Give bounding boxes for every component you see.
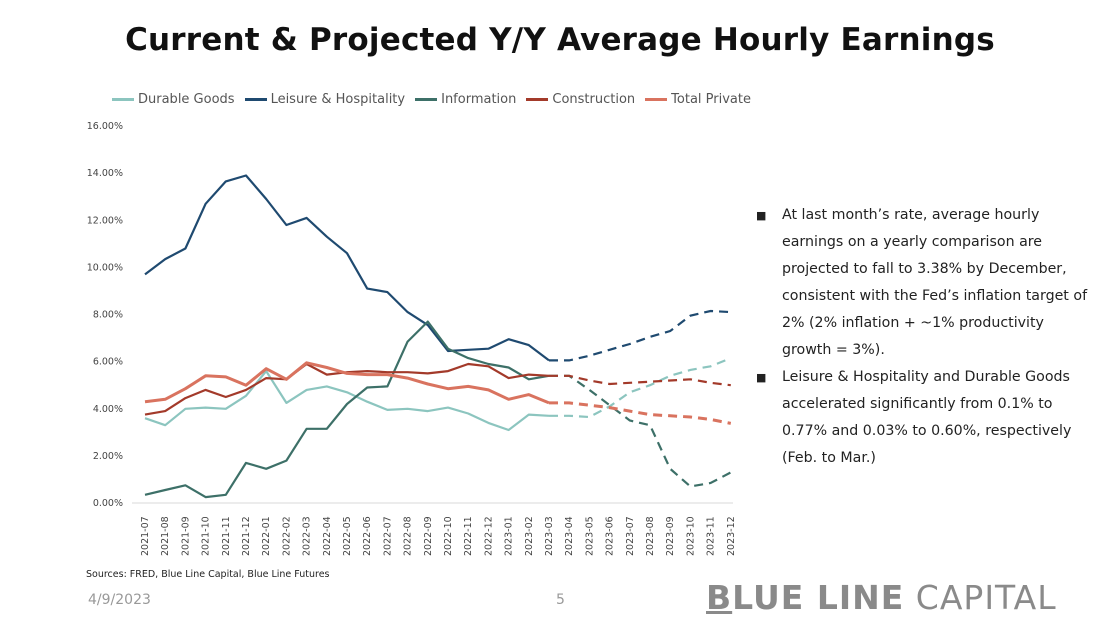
page-number: 5 — [556, 592, 565, 608]
x-tick-label: 2022-04 — [322, 516, 333, 556]
brand-initial: B — [706, 578, 733, 617]
legend-label: Construction — [552, 92, 636, 107]
legend-item: Construction — [526, 92, 635, 107]
legend-label: Leisure & Hospitality — [270, 92, 406, 107]
x-tick-label: 2023-10 — [685, 516, 696, 556]
x-tick-label: 2022-03 — [302, 516, 313, 556]
x-tick-label: 2023-09 — [665, 516, 676, 556]
commentary: ■ At last month’s rate, average hourly e… — [756, 202, 1096, 472]
x-tick-label: 2021-08 — [160, 516, 171, 556]
projection-line-total-private — [549, 401, 732, 425]
legend-item: Leisure & Hospitality — [244, 92, 406, 107]
x-tick-label: 2022-12 — [483, 516, 494, 556]
legend-label: Durable Goods — [138, 92, 235, 107]
x-tick-label: 2022-07 — [382, 516, 393, 556]
x-tick-label: 2022-10 — [443, 516, 454, 556]
sources-note: Sources: FRED, Blue Line Capital, Blue L… — [86, 569, 330, 580]
series-line-leisure-hospitality — [144, 174, 550, 362]
bullet-icon: ■ — [756, 371, 767, 384]
y-tick-label: 2.00% — [93, 451, 123, 462]
legend-item: Durable Goods — [112, 92, 235, 107]
slide-date: 4/9/2023 — [88, 592, 151, 608]
x-tick-label: 2021-12 — [241, 516, 252, 556]
x-tick-label: 2021-09 — [180, 516, 191, 556]
legend-label: Information — [441, 92, 517, 107]
chart-legend: Durable Goods Leisure & Hospitality Inform… — [112, 92, 761, 107]
x-tick-label: 2023-05 — [584, 516, 595, 556]
legend-swatch — [244, 98, 267, 101]
x-tick-label: 2022-06 — [362, 516, 373, 556]
x-tick-label: 2023-01 — [504, 516, 515, 556]
y-tick-label: 16.00% — [87, 121, 123, 132]
brand-logo: BLUE LINE CAPITAL — [706, 578, 1057, 617]
y-tick-label: 6.00% — [93, 357, 123, 368]
x-tick-label: 2021-11 — [221, 516, 232, 556]
projection-line-information — [549, 374, 732, 488]
bullet-text: At last month’s rate, average hourly ear… — [782, 207, 1088, 358]
x-tick-label: 2022-08 — [403, 516, 414, 556]
x-tick-label: 2023-04 — [564, 516, 575, 556]
brand-light: CAPITAL — [904, 578, 1057, 617]
y-tick-label: 10.00% — [87, 262, 123, 273]
y-tick-label: 12.00% — [87, 215, 123, 226]
x-tick-label: 2023-07 — [625, 516, 636, 556]
x-tick-label: 2023-11 — [706, 516, 717, 556]
brand-bold: LUE LINE — [732, 578, 905, 617]
y-tick-label: 4.00% — [93, 404, 123, 415]
legend-swatch — [112, 98, 134, 101]
x-tick-label: 2023-03 — [544, 516, 555, 556]
x-tick-label: 2022-11 — [463, 516, 474, 556]
bullet-item: ■ Leisure & Hospitality and Durable Good… — [756, 364, 1096, 472]
projection-line-construction — [549, 374, 731, 387]
bullet-icon: ■ — [756, 209, 767, 222]
legend-swatch — [415, 98, 438, 101]
y-tick-label: 8.00% — [93, 310, 123, 321]
legend-item: Total Private — [645, 92, 751, 107]
projection-line-leisure-hospitality — [549, 309, 731, 362]
legend-item: Information — [415, 92, 516, 107]
legend-swatch — [645, 98, 668, 101]
x-tick-label: 2022-05 — [342, 516, 353, 556]
x-tick-label: 2023-06 — [605, 516, 616, 556]
y-tick-label: 0.00% — [93, 498, 123, 509]
series-line-total-private — [144, 361, 550, 405]
series-line-information — [144, 320, 550, 499]
x-tick-label: 2023-02 — [524, 516, 535, 556]
y-tick-label: 14.00% — [87, 168, 123, 179]
x-tick-label: 2023-12 — [726, 516, 737, 556]
x-tick-label: 2021-10 — [201, 516, 212, 556]
x-tick-label: 2023-08 — [645, 516, 656, 556]
x-tick-label: 2022-09 — [423, 516, 434, 556]
bullet-text: Leisure & Hospitality and Durable Goods … — [782, 369, 1072, 466]
x-tick-label: 2022-01 — [261, 516, 272, 556]
projection-line-durable-goods — [549, 357, 732, 419]
x-tick-label: 2022-02 — [281, 516, 292, 556]
legend-swatch — [526, 98, 549, 101]
legend-label: Total Private — [671, 92, 751, 107]
bullet-item: ■ At last month’s rate, average hourly e… — [756, 202, 1096, 364]
series-line-durable-goods — [144, 370, 550, 432]
chart-title: Current & Projected Y/Y Average Hourly E… — [125, 22, 995, 58]
x-tick-label: 2021-07 — [140, 516, 151, 556]
